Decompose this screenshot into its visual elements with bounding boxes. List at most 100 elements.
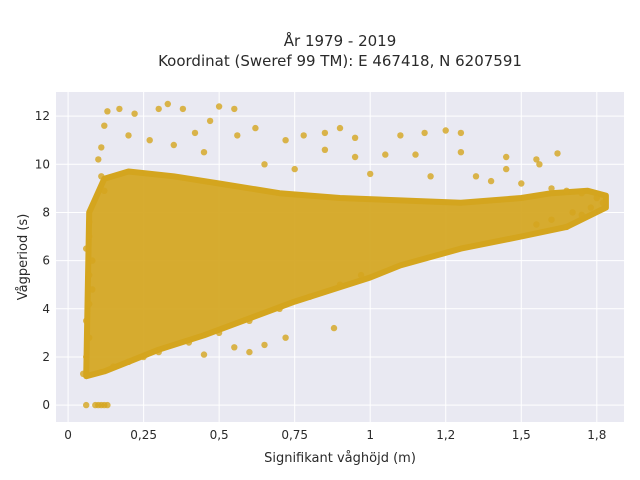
scatter-point [282,334,289,341]
scatter-point [104,401,111,409]
scatter-point [357,271,365,279]
scatter-point [578,190,585,197]
scatter-point [170,141,177,149]
scatter-point [98,173,105,180]
scatter-point [104,108,111,115]
scatter-point [116,105,123,113]
x-tick-label: 1,5 [512,428,531,442]
scatter-point [185,339,193,346]
scatter-point [83,245,90,252]
scatter-point [503,165,510,173]
x-tick-label: 1,2 [436,428,455,442]
scatter-point [563,223,570,231]
scatter-point [533,156,540,163]
scatter-point [291,165,298,173]
scatter-point [261,341,268,349]
scatter-point [336,281,344,288]
scatter-point [536,161,543,168]
scatter-point [457,129,465,137]
scatter-point [351,134,359,141]
scatter-point [276,305,283,312]
y-tick-label: 12 [35,109,50,123]
scatter-point [89,286,96,293]
scatter-point [412,151,419,158]
scatter-point [86,271,93,279]
y-tick-label: 8 [42,205,50,219]
scatter-point [155,348,162,356]
scatter-point [487,177,495,185]
scatter-point [593,194,600,202]
scatter-point [234,132,241,139]
scatter-point [548,185,555,192]
scatter-point [155,105,162,113]
scatter-point [336,124,344,132]
scatter-point [206,117,214,125]
scatter-point [231,105,238,113]
y-tick-label: 2 [42,350,50,364]
x-tick-label: 0,5 [210,428,229,442]
scatter-point [554,150,561,157]
scatter-point [563,187,570,194]
x-tick-label: 1,8 [587,428,606,442]
scatter-point [191,129,199,137]
scatter-point [125,132,132,139]
y-axis-label: Vågperiod (s) [16,214,31,301]
y-tick-label: 4 [42,302,50,316]
scatter-point [282,137,289,144]
scatter-point [587,204,594,211]
scatter-point [367,170,374,178]
scatter-point [146,137,153,144]
scatter-point [472,173,480,180]
scatter-point [382,151,389,158]
scatter-point [98,144,105,151]
scatter-point [86,300,93,308]
scatter-point [300,132,307,139]
x-tick-label: 0,25 [130,428,157,442]
scatter-point [110,363,117,370]
scatter-point [200,351,208,358]
scatter-points [80,100,607,409]
scatter-point [140,353,147,361]
y-axis-ticks: 0 2 4 6 8 10 12 [35,109,50,412]
scatter-point [442,127,449,134]
scatter-point [548,216,555,223]
x-tick-label: 0 [64,428,72,442]
scatter-point [179,105,187,113]
scatter-point [518,180,525,187]
scatter-point [397,132,404,139]
scatter-point [131,110,138,117]
scatter-point [252,124,259,132]
x-axis-label: Signifikant våghöjd (m) [264,451,416,466]
scatter-point [86,233,93,240]
scatter-point [83,317,90,324]
scatter-point [533,221,540,228]
x-axis-ticks: 0 0,25 0,5 0,75 1 1,2 1,5 1,8 [64,428,606,442]
scatter-point [261,161,268,168]
scatter-point [200,149,208,156]
grid-lines [56,92,624,422]
scatter-point [599,199,607,206]
scatter-point [421,129,428,137]
chart-title-line-2: Koordinat (Sweref 99 TM): E 467418, N 62… [158,52,522,70]
scatter-point [457,149,465,156]
scatter-point-cloud [83,168,609,380]
scatter-point [164,100,171,108]
scatter-point [330,324,338,332]
scatter-point [95,156,102,163]
scatter-point [86,218,93,226]
scatter-point [101,187,108,194]
scatter-point [215,329,223,337]
scatter-point [246,317,253,324]
scatter-point [503,153,510,161]
scatter-point [83,401,90,409]
scatter-point [351,153,359,161]
scatter-point [86,334,93,341]
y-tick-label: 0 [42,398,50,412]
scatter-point [125,358,132,365]
scatter-point [83,353,90,361]
scatter-point [321,146,329,153]
scatter-point [89,257,96,264]
scatter-point [306,293,313,300]
scatter-point [231,344,238,351]
